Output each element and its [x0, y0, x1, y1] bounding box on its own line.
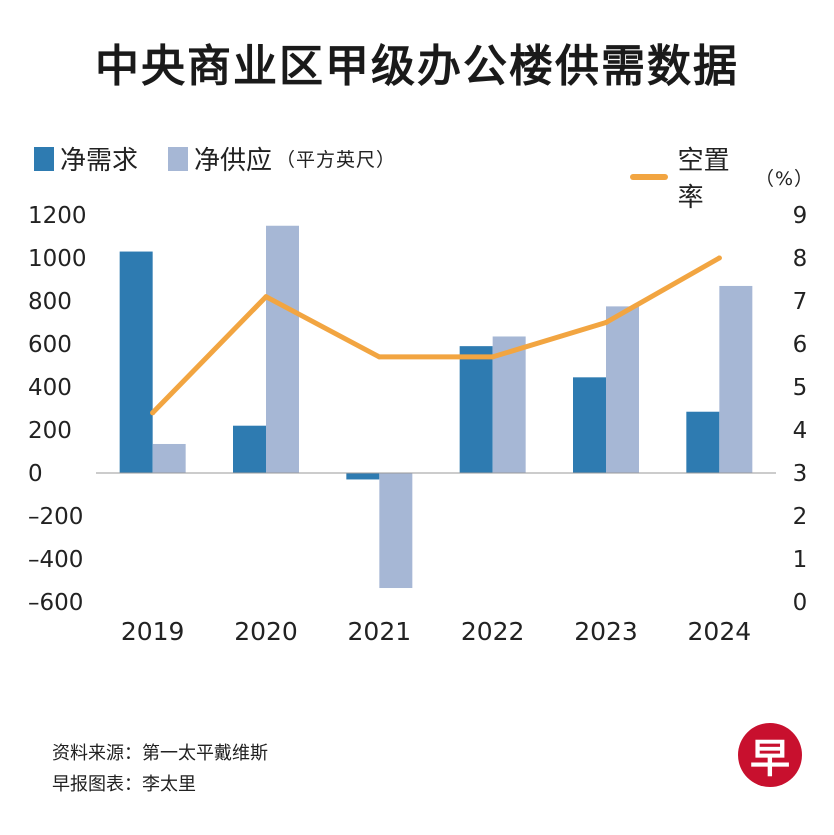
legend: 净需求 净供应 （平方英尺） 空置率 （%）	[34, 140, 814, 213]
legend-label-net-supply: 净供应	[194, 146, 273, 176]
y-right-tick-label: 2	[793, 504, 808, 530]
point-vacancy-2023	[603, 320, 609, 325]
legend-label-vacancy: 空置率	[677, 146, 730, 213]
logo-glyph: 早	[750, 736, 790, 782]
source-note: 资料来源：第一太平戴维斯	[52, 743, 268, 764]
x-category-label: 2020	[234, 617, 298, 646]
point-vacancy-2022	[490, 354, 496, 360]
bar-net-demand-2020	[233, 425, 266, 473]
y-left-tick-label: –400	[28, 547, 83, 573]
zaobao-logo: 早	[738, 723, 802, 787]
bar-net-demand-2023	[573, 377, 606, 473]
point-vacancy-2021	[376, 354, 382, 360]
y-left-tick-label: 400	[28, 375, 72, 401]
y-right-tick-label: 3	[793, 461, 808, 487]
x-category-label: 2022	[461, 617, 525, 646]
y-left-tick-label: –600	[28, 590, 83, 616]
credit-note: 早报图表：李太里	[52, 774, 196, 795]
legend-swatch-net-supply	[168, 146, 188, 171]
line-vacancy-rate	[150, 255, 722, 416]
legend-unit-area: （平方英尺）	[276, 149, 397, 171]
y-left-tick-label: 1000	[28, 246, 87, 272]
y-right-tick-label: 4	[793, 418, 808, 444]
y-right-tick-label: 1	[793, 547, 808, 573]
x-category-label: 2021	[348, 617, 412, 646]
y-right-tick-label: 6	[793, 332, 808, 358]
point-vacancy-2020	[263, 294, 269, 300]
legend-unit-percent: （%）	[754, 167, 814, 190]
bar-net-demand-2019	[119, 251, 153, 473]
y-right-tick-label: 0	[793, 590, 808, 616]
bar-net-supply-2021	[379, 473, 413, 589]
y-right-tick-label: 5	[793, 375, 808, 401]
bar-net-demand-2024	[686, 411, 720, 473]
legend-item-net-demand: 净需求	[34, 140, 138, 177]
y-right-tick-label: 7	[793, 289, 808, 315]
x-category-label: 2019	[121, 617, 185, 646]
bar-net-supply-2023	[606, 306, 639, 473]
bar-net-demand-2021	[346, 473, 380, 480]
y-left-tick-label: 600	[28, 332, 72, 358]
y-right-tick-label: 8	[793, 246, 808, 272]
x-category-label: 2024	[688, 617, 752, 646]
bar-net-supply-2019	[152, 443, 186, 473]
y-left-tick-label: –200	[28, 504, 83, 530]
y-left-tick-label: 800	[28, 289, 72, 315]
bar-net-supply-2020	[266, 225, 299, 473]
footer: 资料来源：第一太平戴维斯 早报图表：李太里	[52, 738, 268, 800]
legend-swatch-net-demand	[34, 146, 54, 171]
point-vacancy-2024	[716, 255, 722, 261]
legend-item-net-supply: 净供应 （平方英尺）	[168, 140, 396, 177]
bar-net-supply-2024	[719, 285, 753, 473]
y-left-tick-label: 1200	[28, 203, 87, 229]
point-vacancy-2019	[150, 410, 156, 416]
y-left-tick-label: 200	[28, 418, 72, 444]
bar-net-supply-2022	[492, 336, 526, 473]
legend-label-net-demand: 净需求	[60, 146, 139, 176]
chart-title: 中央商业区甲级办公楼供需数据	[95, 41, 739, 92]
bar-net-demand-2022	[459, 346, 493, 473]
legend-line-vacancy	[630, 174, 668, 180]
legend-item-vacancy: 空置率 （%）	[630, 140, 814, 214]
x-category-label: 2023	[574, 617, 638, 646]
y-right-tick-label: 9	[793, 203, 808, 229]
y-left-tick-label: 0	[28, 461, 43, 487]
